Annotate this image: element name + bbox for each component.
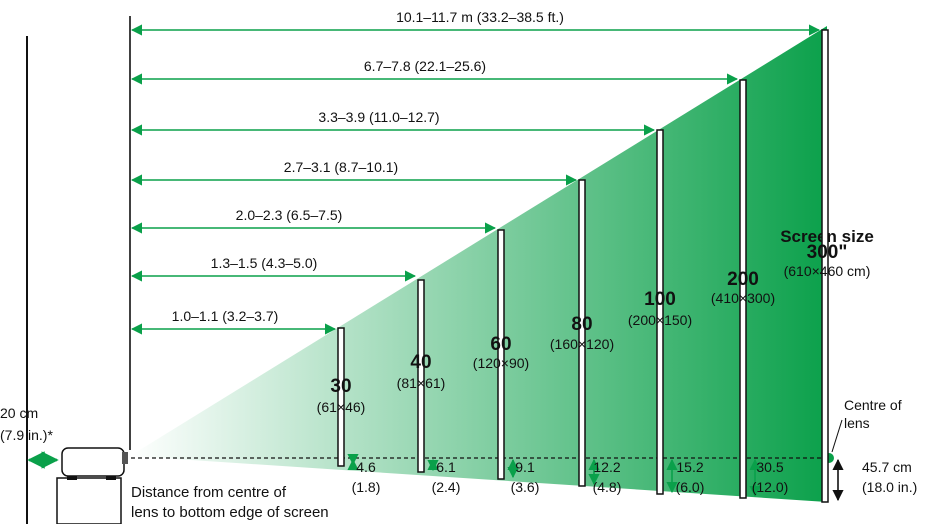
offset-cm-label: 15.2 [676,459,703,475]
distance-label: 2.7–3.1 (8.7–10.1) [284,159,398,175]
screen-dimensions: (410×300) [711,290,775,306]
screen-dimensions: (610×460 cm) [784,263,871,279]
screen-panel [821,29,829,503]
offset-in-label: (4.8) [593,479,622,495]
clearance-label-cm: 20 cm [0,405,38,421]
distance-label: 3.3–3.9 (11.0–12.7) [318,109,439,125]
clearance-label-in: (7.9 in.)* [0,427,53,443]
offset-cm-label: 30.5 [756,459,783,475]
offset-cm-label: 12.2 [593,459,620,475]
offset-cm-label: 9.1 [515,459,535,475]
offset-in-label: (18.0 in.) [862,479,917,495]
centre-of-lens-line1: Centre of [844,397,902,413]
distance-label: 2.0–2.3 (6.5–7.5) [236,207,343,223]
lens-note-line2: lens to bottom edge of screen [131,504,329,521]
offset-cm-label: 45.7 cm [862,459,912,475]
screens-group: 1.0–1.1 (3.2–3.7) 30 (61×46) 4.6 (1.8) 1.3–1.… [130,9,917,503]
screen-size-number: 40 [410,352,431,373]
screen-size-number: 30 [330,376,351,397]
offset-cm-label: 6.1 [436,459,456,475]
screen-panel [417,279,425,473]
screen-dimensions: (61×46) [317,399,366,415]
screen-panel [497,229,505,480]
offset-in-label: (1.8) [352,479,381,495]
offset-in-label: (3.6) [511,479,540,495]
offset-in-label: (12.0) [752,479,789,495]
distance-label: 10.1–11.7 m (33.2–38.5 ft.) [396,9,564,25]
screen-size-number: 100 [644,289,676,310]
projector-icon [56,447,128,524]
centre-of-lens-leader [831,419,843,453]
screen-panel [578,179,586,487]
screen-panel [337,327,345,467]
offset-in-label: (6.0) [676,479,705,495]
distance-label: 1.0–1.1 (3.2–3.7) [172,308,279,324]
centre-of-lens-line2: lens [844,415,870,431]
screen-size-number: 60 [490,334,511,355]
offset-cm-label: 4.6 [356,459,376,475]
distance-label: 1.3–1.5 (4.3–5.0) [211,255,318,271]
lens-note-line1: Distance from centre of [131,484,287,501]
offset-in-label: (2.4) [432,479,461,495]
screen-size-number: 200 [727,269,759,290]
screen-dimensions: (160×120) [550,336,614,352]
screen-dimensions: (200×150) [628,312,692,328]
screen-panel [656,129,664,495]
distance-label: 6.7–7.8 (22.1–25.6) [364,58,486,74]
screen-size-number: 80 [571,314,592,335]
screen-dimensions: (81×61) [397,375,446,391]
screen-panel [739,79,747,499]
screen-dimensions: (120×90) [473,355,529,371]
projection-beam [130,26,827,502]
screen-size-number: 300" [807,242,848,263]
